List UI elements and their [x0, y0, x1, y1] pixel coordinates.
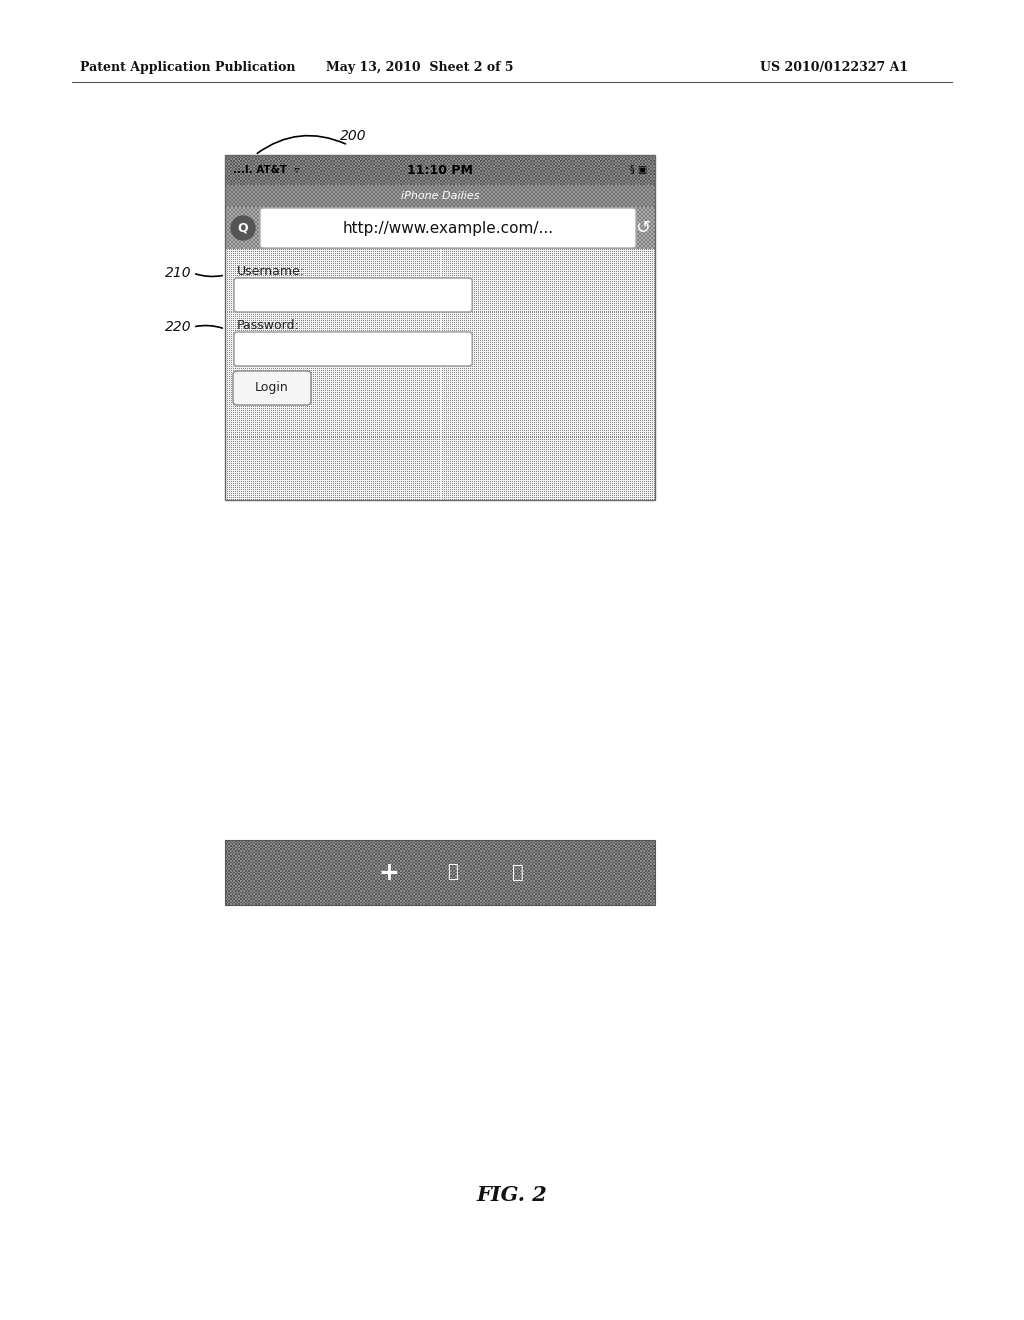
Text: 📖: 📖 — [447, 863, 459, 882]
Text: Patent Application Publication: Patent Application Publication — [80, 62, 296, 74]
Bar — [225, 840, 655, 906]
Text: § ▣: § ▣ — [630, 165, 647, 176]
FancyBboxPatch shape — [260, 209, 636, 248]
Text: http://www.example.com/...: http://www.example.com/... — [342, 220, 554, 235]
Text: Ⓒ: Ⓒ — [512, 863, 523, 882]
FancyBboxPatch shape — [234, 333, 472, 366]
Text: Username:: Username: — [237, 265, 305, 279]
Text: 220: 220 — [165, 319, 191, 334]
FancyBboxPatch shape — [233, 371, 311, 405]
Text: 210: 210 — [165, 267, 191, 280]
Text: Q: Q — [238, 222, 248, 235]
Text: Password:: Password: — [237, 319, 300, 333]
Text: 11:10 PM: 11:10 PM — [408, 164, 473, 177]
Text: iPhone Dailies: iPhone Dailies — [400, 191, 479, 201]
Text: Login: Login — [255, 381, 289, 395]
Bar — [225, 154, 655, 500]
Text: May 13, 2010  Sheet 2 of 5: May 13, 2010 Sheet 2 of 5 — [327, 62, 514, 74]
Text: +: + — [378, 861, 398, 884]
Text: US 2010/0122327 A1: US 2010/0122327 A1 — [760, 62, 908, 74]
Text: ...l. AT&T  ▿: ...l. AT&T ▿ — [233, 165, 299, 176]
FancyBboxPatch shape — [234, 279, 472, 312]
Circle shape — [231, 216, 255, 240]
Text: ↺: ↺ — [636, 219, 650, 238]
Text: FIG. 2: FIG. 2 — [476, 1185, 548, 1205]
Text: 200: 200 — [340, 129, 367, 143]
